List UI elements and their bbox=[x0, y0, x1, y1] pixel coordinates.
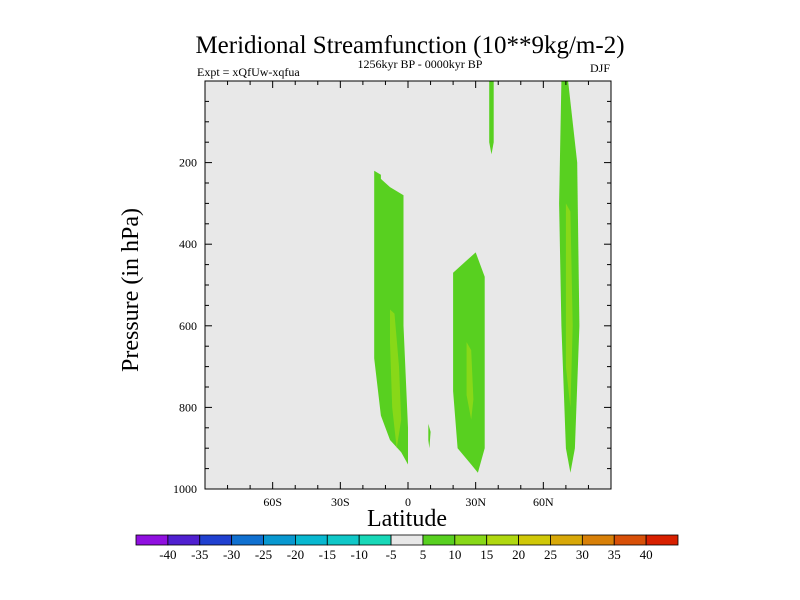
colorbar-label: 15 bbox=[480, 547, 493, 562]
colorbar-swatch bbox=[454, 534, 488, 546]
x-axis-label: Latitude bbox=[367, 506, 447, 532]
x-tick-label: 60N bbox=[533, 495, 554, 509]
colorbar-swatch bbox=[581, 534, 615, 546]
colorbar-label: 40 bbox=[640, 547, 653, 562]
colorbar-label: -40 bbox=[159, 547, 176, 562]
contour-pos-nh-upper-strip bbox=[489, 81, 494, 155]
x-tick-label: 0 bbox=[405, 495, 411, 509]
contour-neg-south-upper bbox=[294, 81, 301, 137]
colorbar-swatch bbox=[358, 534, 392, 546]
colorbar-label: 25 bbox=[544, 547, 557, 562]
colorbar-swatch bbox=[645, 534, 679, 546]
colorbar-swatch bbox=[231, 534, 264, 546]
colorbar-swatch bbox=[613, 534, 647, 546]
contour-pos-nh-sub-core bbox=[466, 342, 474, 420]
plot-area bbox=[205, 81, 611, 489]
contour-pos-equator-core bbox=[390, 309, 402, 449]
contour-neg-polar-south bbox=[254, 154, 257, 428]
x-tick-label: 30N bbox=[465, 495, 486, 509]
colorbar: -40 -35 -30 -25 -20 -15 -10 -5 5 10 15 20 25 30 35 40 bbox=[135, 534, 679, 562]
colorbar-label: -10 bbox=[351, 547, 368, 562]
colorbar-swatch bbox=[135, 534, 169, 546]
colorbar-label: -20 bbox=[287, 547, 304, 562]
colorbar-swatch bbox=[390, 534, 424, 546]
colorbar-swatch bbox=[486, 534, 519, 546]
colorbar-label: 5 bbox=[420, 547, 427, 562]
colorbar-label: -5 bbox=[386, 547, 397, 562]
colorbar-swatch bbox=[295, 534, 328, 546]
colorbar-swatch bbox=[167, 534, 201, 546]
colorbar-label: -25 bbox=[255, 547, 272, 562]
chart-title: Meridional Streamfunction (10**9kg/m-2) bbox=[195, 32, 624, 59]
colorbar-label: -35 bbox=[191, 547, 208, 562]
colorbar-swatch bbox=[263, 534, 296, 546]
x-tick-label: 60S bbox=[263, 495, 282, 509]
y-tick-label: 800 bbox=[179, 400, 197, 414]
contour-pos-high-core bbox=[565, 203, 573, 408]
contour-pos-small-eq bbox=[428, 423, 431, 449]
y-tick-label: 1000 bbox=[173, 482, 197, 496]
contour-neg-equator-upper bbox=[421, 146, 463, 241]
colorbar-label: 35 bbox=[608, 547, 621, 562]
experiment-note: Expt = xQfUw-xqfua bbox=[197, 65, 300, 79]
colorbar-label: 20 bbox=[512, 547, 525, 562]
colorbar-label: 30 bbox=[576, 547, 589, 562]
colorbar-label: -30 bbox=[223, 547, 240, 562]
contour-neg-arctic bbox=[588, 81, 591, 408]
contour-layer bbox=[254, 81, 591, 473]
y-axis-label: Pressure (in hPa) bbox=[118, 208, 144, 372]
contour-neg-midlat bbox=[493, 203, 535, 432]
colorbar-swatch bbox=[199, 534, 233, 546]
colorbar-swatch bbox=[326, 534, 360, 546]
colorbar-label: -15 bbox=[319, 547, 336, 562]
y-axis: 200 400 600 800 1000 bbox=[173, 100, 611, 496]
colorbar-label: 10 bbox=[448, 547, 461, 562]
colorbar-swatch bbox=[518, 534, 551, 546]
x-tick-label: 30S bbox=[331, 495, 350, 509]
y-tick-label: 200 bbox=[179, 156, 197, 170]
season-note: DJF bbox=[590, 61, 610, 75]
y-tick-label: 400 bbox=[179, 237, 197, 251]
y-tick-label: 600 bbox=[179, 319, 197, 333]
period-note: 1256kyr BP - 0000kyr BP bbox=[358, 57, 483, 71]
x-axis: 60S 30S 0 30N 60N bbox=[227, 81, 589, 509]
colorbar-swatch bbox=[422, 534, 456, 546]
colorbar-swatch bbox=[550, 534, 583, 546]
